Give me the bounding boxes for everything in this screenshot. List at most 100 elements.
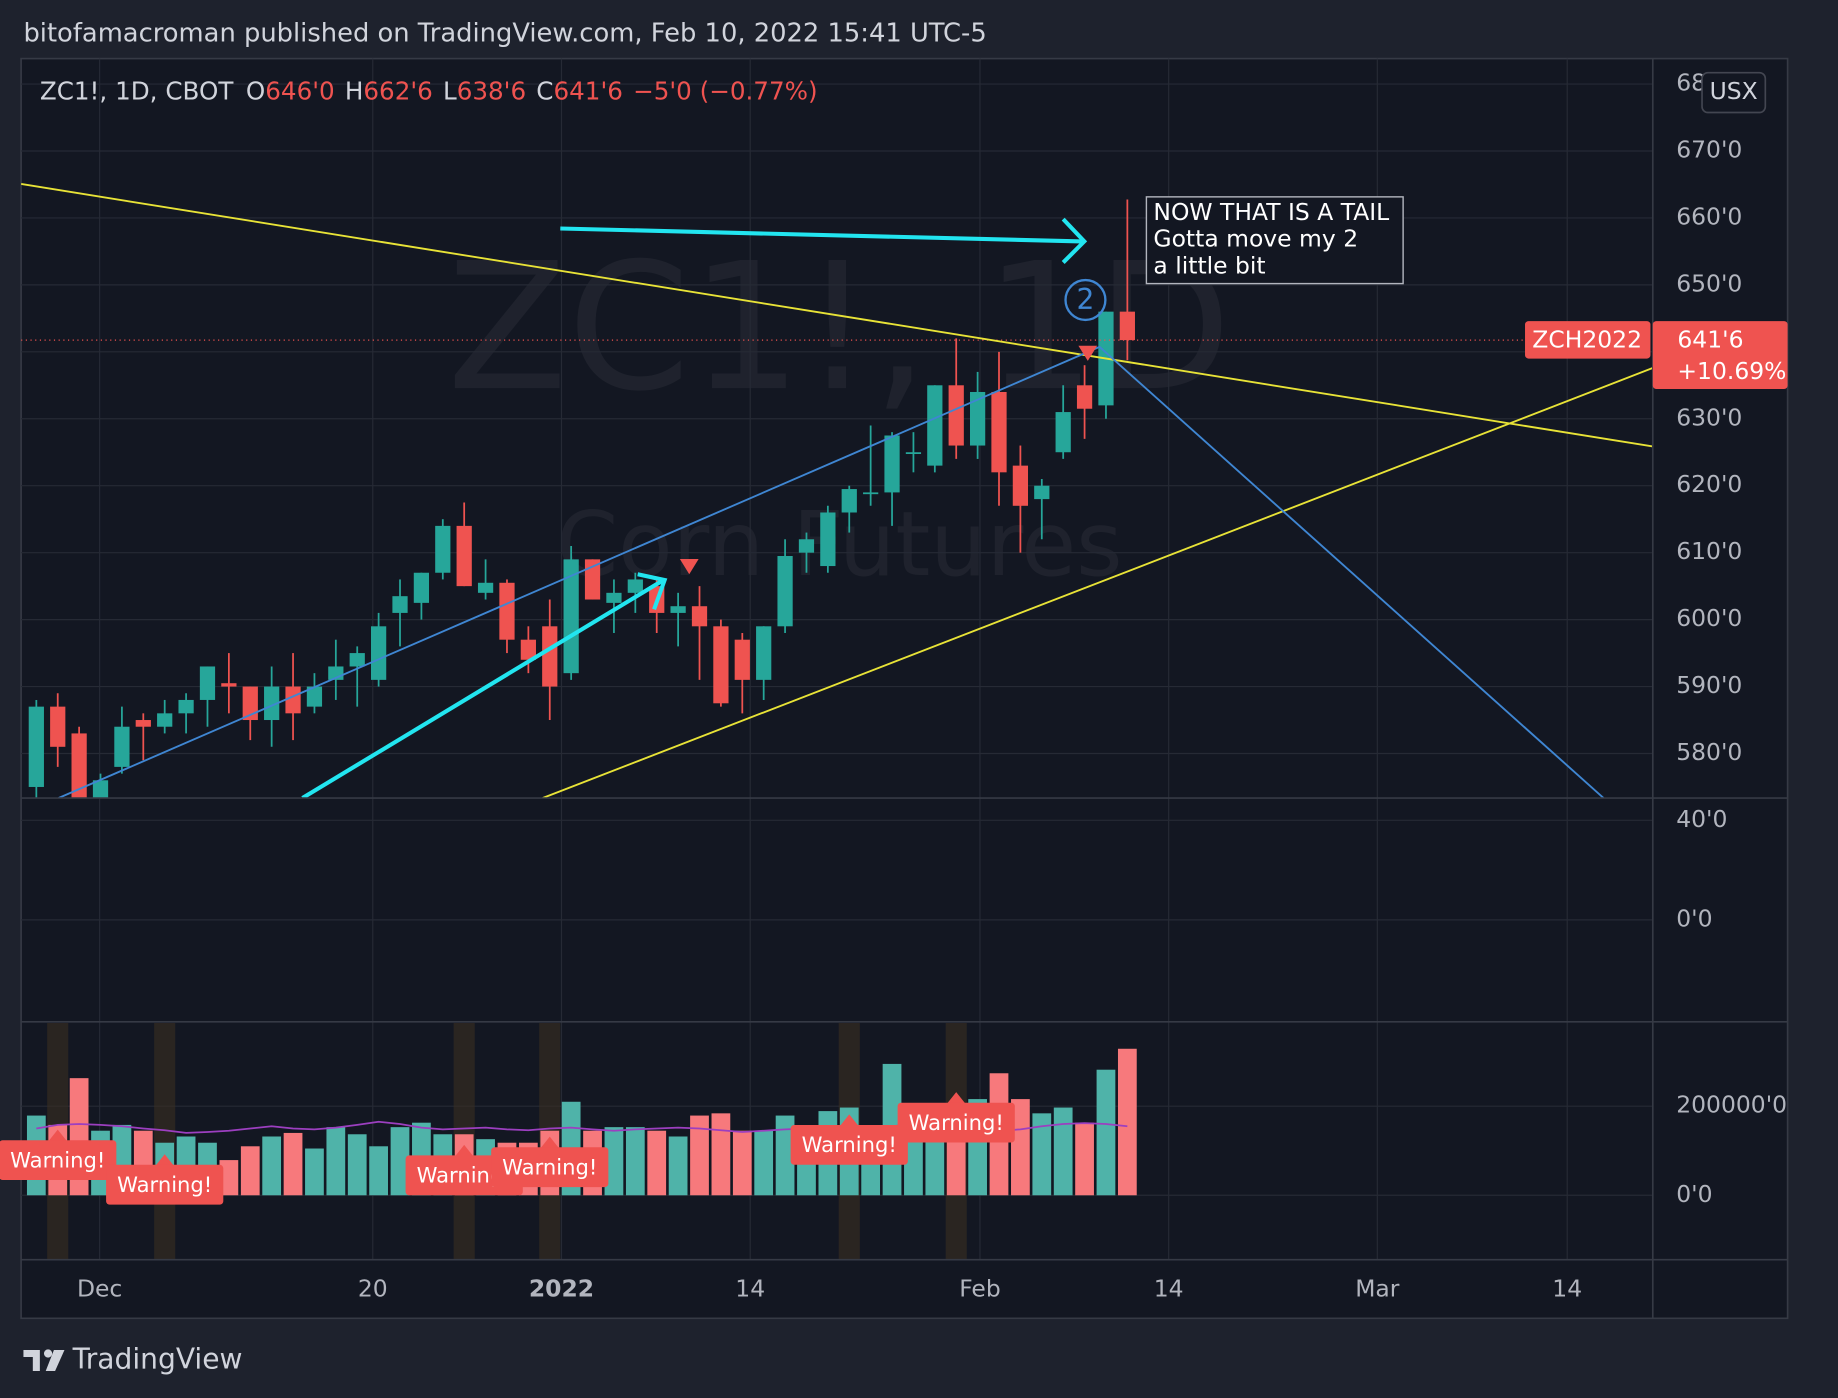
- candle-body: [413, 572, 430, 603]
- candle-body: [199, 666, 216, 700]
- candle-body: [392, 596, 408, 613]
- candle-body: [1076, 385, 1093, 409]
- candle-body: [927, 385, 943, 466]
- logo-part: [23, 1349, 40, 1372]
- candle-body: [477, 582, 494, 593]
- candle-body: [969, 391, 986, 446]
- volume-bar: [1053, 1107, 1073, 1196]
- volume-bar: [775, 1115, 795, 1196]
- warning-box: [897, 1102, 1015, 1143]
- candle-body: [691, 606, 708, 627]
- warning: Warning!: [0, 1129, 117, 1181]
- volume-bar: [369, 1146, 388, 1196]
- candle-body: [777, 556, 793, 627]
- volume-bar: [690, 1115, 709, 1196]
- candle-body: [584, 559, 601, 600]
- currency-badge[interactable]: [1701, 71, 1767, 114]
- candle-body: [157, 713, 173, 727]
- grid: [21, 58, 1653, 1260]
- trend-line: [21, 183, 1653, 448]
- arrow: [560, 226, 1082, 244]
- candle-body: [905, 452, 922, 454]
- warning-box: [491, 1147, 609, 1188]
- candle-body: [349, 653, 365, 667]
- candle-body: [178, 699, 194, 714]
- candle-body: [370, 626, 387, 680]
- warning-pointer: [48, 1129, 68, 1142]
- candle-body: [991, 391, 1007, 473]
- candle-body: [456, 525, 472, 587]
- watermark: ZC1!, 1D Corn Futures: [447, 226, 1232, 597]
- wave-marker: [1064, 278, 1107, 322]
- volume-bar: [262, 1136, 282, 1196]
- warning-label: Warning!: [502, 1154, 597, 1179]
- legend-symbol: ZC1!, 1D, CBOT: [40, 77, 234, 106]
- y-tick-label: 0'0: [1676, 904, 1712, 932]
- last-price: 641'6: [1677, 326, 1743, 354]
- price-box: [1652, 321, 1788, 390]
- warning-pointer: [454, 1144, 474, 1157]
- channel-line: [58, 345, 1605, 799]
- candle-body: [71, 733, 87, 799]
- legend-key: H: [345, 77, 364, 106]
- candle-body: [499, 582, 515, 640]
- legend-value: 641'6: [553, 77, 622, 106]
- candle-body: [114, 726, 130, 767]
- legend: ZC1!, 1D, CBOT O646'0 H662'6 L638'6 C641…: [40, 77, 818, 106]
- warning-pointer: [839, 1114, 859, 1127]
- signal-marker: [1078, 345, 1098, 361]
- x-tick-label: 2022: [529, 1275, 594, 1303]
- y-tick-label: 200000'0: [1676, 1091, 1787, 1119]
- candle-body: [798, 539, 815, 553]
- candle-body: [884, 435, 900, 493]
- drawings: 2 NOW THAT IS A TAIL Gotta move my 2 a l…: [21, 183, 1653, 799]
- y-tick-label: 580'0: [1676, 738, 1742, 766]
- y-tick-label: 670'0: [1676, 135, 1742, 163]
- annotation-line: a little bit: [1153, 252, 1265, 280]
- y-tick-label: 0'0: [1676, 1180, 1712, 1208]
- price-change: +10.69%: [1677, 357, 1786, 385]
- volume-bar: [668, 1136, 688, 1196]
- legend-change: −5'0 (−0.77%): [633, 77, 818, 106]
- candle-body: [1034, 485, 1050, 500]
- candle-body: [627, 579, 643, 593]
- volume-bar: [1117, 1048, 1137, 1196]
- volume-bar: [347, 1134, 367, 1196]
- y-tick-label: 40'0: [1676, 805, 1727, 833]
- candle-body: [863, 492, 879, 495]
- volume-bar: [1075, 1122, 1094, 1196]
- y-tick-label: 630'0: [1676, 403, 1742, 431]
- y-tick-label: 650'0: [1676, 269, 1742, 297]
- candle-body: [841, 489, 857, 513]
- warning: Warning!: [897, 1092, 1015, 1143]
- x-tick-label: 20: [358, 1275, 388, 1303]
- trend-line: [542, 367, 1653, 799]
- candle-body: [1119, 311, 1135, 341]
- price-symbol-box: [1525, 321, 1651, 359]
- x-tick-label: Feb: [959, 1275, 1001, 1303]
- watermark-name: Corn Futures: [556, 493, 1123, 597]
- y-tick-label: 600'0: [1676, 604, 1742, 632]
- candle-body: [50, 706, 66, 747]
- warning-box: [106, 1164, 224, 1205]
- volume-bar: [711, 1113, 731, 1196]
- y-tick-label: 68: [1676, 69, 1706, 97]
- candle-body: [606, 592, 622, 603]
- y-tick-label: 620'0: [1676, 470, 1742, 498]
- candle-body: [135, 720, 151, 727]
- warning-pointer: [540, 1136, 560, 1149]
- labels: Dec 20 2022 14 Feb 14 Mar 14 580'0 590'0 600'0 610'…: [0, 69, 1787, 1303]
- logo-part: [43, 1349, 53, 1358]
- legend-key: C: [536, 77, 553, 106]
- volume-bar: [625, 1127, 645, 1196]
- volume-bar: [754, 1130, 774, 1196]
- candles: [21, 199, 1653, 799]
- legend-value: 638'6: [457, 77, 526, 106]
- candle-body: [285, 686, 301, 714]
- legend-value: 646'0: [265, 77, 334, 106]
- warning-box: [790, 1124, 908, 1165]
- currency-label: USX: [1710, 77, 1758, 105]
- warning: Warning!: [491, 1136, 609, 1188]
- warning-pointer: [946, 1092, 966, 1104]
- candle-body: [520, 639, 536, 660]
